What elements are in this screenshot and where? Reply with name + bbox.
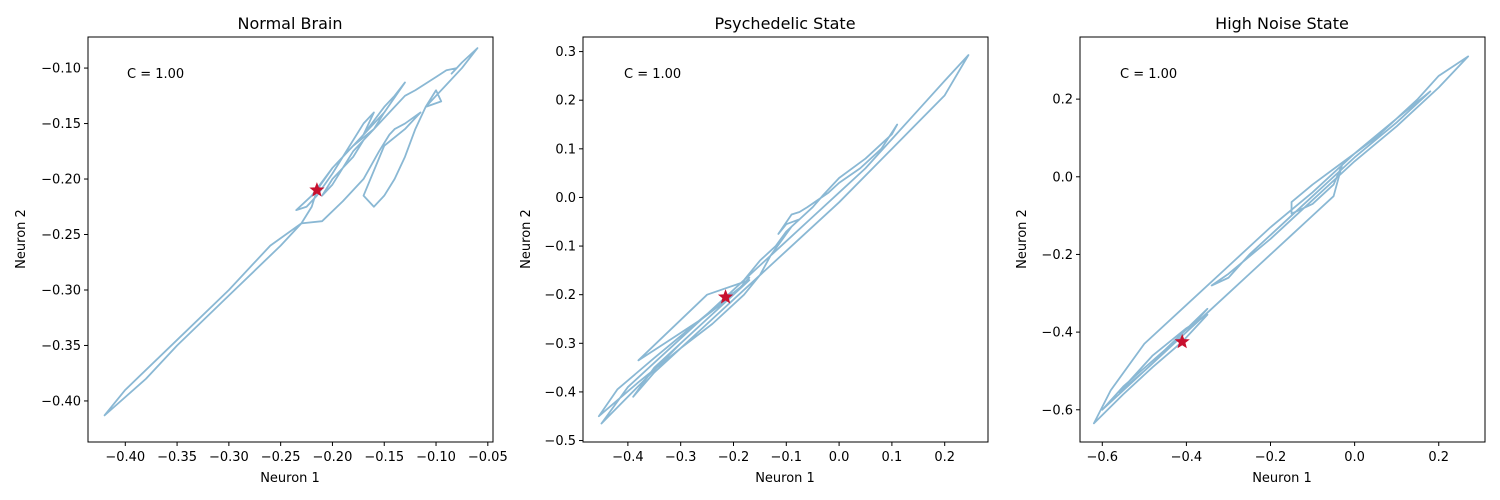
y-tick-label: 0.0 [1052, 170, 1073, 185]
x-tick-label: −0.25 [261, 450, 301, 465]
y-axis-label: Neuron 2 [14, 209, 29, 269]
y-axis-label: Neuron 2 [519, 209, 534, 269]
x-tick-label: −0.20 [313, 450, 353, 465]
y-tick-label: −0.2 [544, 288, 576, 303]
y-tick-label: 0.2 [555, 94, 576, 109]
y-tick-label: −0.20 [41, 173, 81, 188]
y-tick-label: −0.1 [544, 240, 576, 255]
x-tick-label: −0.2 [718, 450, 750, 465]
y-tick-label: −0.2 [1041, 248, 1073, 263]
axes-frame [1079, 36, 1486, 443]
y-tick-label: −0.35 [41, 339, 81, 354]
x-axis-label: Neuron 1 [755, 471, 815, 486]
y-tick-label: −0.3 [544, 337, 576, 352]
y-tick-label: −0.40 [41, 394, 81, 409]
x-axis-label: Neuron 1 [260, 471, 320, 486]
y-tick-label: 0.2 [1052, 93, 1073, 108]
start-marker-star [309, 182, 325, 197]
start-marker-star [1174, 333, 1190, 349]
y-axis-label: Neuron 2 [1015, 209, 1030, 269]
c-annotation: C = 1.00 [127, 67, 184, 82]
y-tick-label: −0.6 [1041, 403, 1073, 418]
c-annotation: C = 1.00 [1120, 67, 1177, 82]
x-tick-label: 0.0 [829, 450, 850, 465]
x-tick-label: −0.05 [468, 450, 508, 465]
panel-psychedelic-state: Psychedelic State Neuron 1 Neuron 2 C = … [519, 14, 989, 486]
panel-title: Normal Brain [238, 14, 343, 33]
axes-frame [582, 36, 989, 443]
x-tick-label: −0.2 [1255, 450, 1287, 465]
y-tick-label: −0.30 [41, 283, 81, 298]
y-tick-label: −0.5 [544, 434, 576, 449]
trajectory-line [1092, 55, 1470, 425]
start-marker-star [717, 289, 734, 304]
trajectory-line [103, 47, 479, 417]
y-tick-label: 0.3 [555, 45, 576, 60]
trajectory-line [597, 54, 970, 425]
x-tick-label: −0.40 [105, 450, 145, 465]
x-tick-label: −0.6 [1087, 450, 1119, 465]
x-tick-label: 0.1 [882, 450, 903, 465]
y-tick-label: −0.4 [1041, 326, 1073, 341]
y-tick-label: −0.25 [41, 228, 81, 243]
x-tick-label: −0.1 [771, 450, 803, 465]
panel-normal-brain: Normal Brain Neuron 1 Neuron 2 C = 1.00 … [14, 14, 508, 486]
x-tick-label: −0.3 [665, 450, 697, 465]
x-tick-label: −0.35 [157, 450, 197, 465]
y-tick-label: 0.0 [555, 191, 576, 206]
x-tick-label: 0.2 [1428, 450, 1449, 465]
x-tick-label: −0.30 [209, 450, 249, 465]
panel-title: Psychedelic State [714, 14, 855, 33]
x-tick-label: 0.2 [934, 450, 955, 465]
y-tick-label: −0.15 [41, 117, 81, 132]
x-tick-label: −0.10 [416, 450, 456, 465]
x-axis-label: Neuron 1 [1252, 471, 1312, 486]
x-tick-label: −0.15 [364, 450, 404, 465]
panel-title: High Noise State [1215, 14, 1349, 33]
c-annotation: C = 1.00 [624, 67, 681, 82]
y-tick-label: −0.4 [544, 385, 576, 400]
x-tick-label: 0.0 [1344, 450, 1365, 465]
y-tick-label: 0.1 [555, 142, 576, 157]
y-tick-label: −0.10 [41, 62, 81, 77]
axes-frame [87, 36, 494, 443]
panel-high-noise-state: High Noise State Neuron 1 Neuron 2 C = 1… [1015, 14, 1486, 486]
x-tick-label: −0.4 [612, 450, 644, 465]
x-tick-label: −0.4 [1171, 450, 1203, 465]
